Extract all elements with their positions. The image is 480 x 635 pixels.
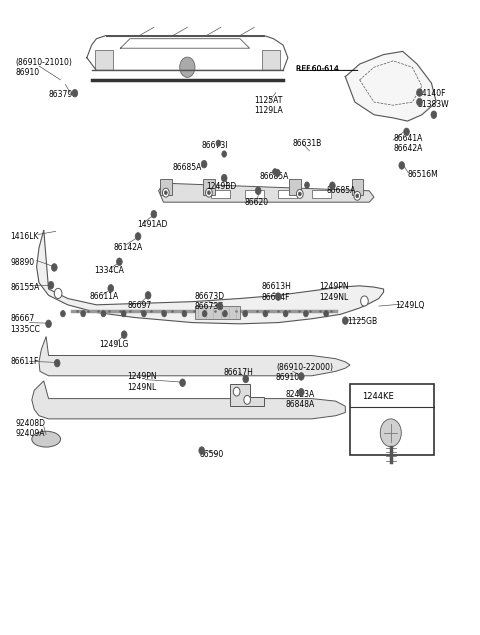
Circle shape [244,396,251,404]
Text: 86685A: 86685A [326,186,356,196]
Text: 86848A: 86848A [286,401,315,410]
Polygon shape [32,381,345,419]
Bar [194,306,240,319]
Circle shape [46,320,51,328]
Text: 86613H
86614F: 86613H 86614F [262,283,291,302]
Circle shape [360,296,368,306]
Text: 98890: 98890 [10,258,35,267]
Circle shape [399,162,405,170]
Circle shape [54,288,62,298]
Circle shape [243,311,248,317]
Bar [289,179,301,195]
Text: 1249PN
1249NL: 1249PN 1249NL [128,373,157,392]
Text: (86910-22000)
86910: (86910-22000) 86910 [276,363,333,382]
Text: 86611A: 86611A [89,292,119,301]
Circle shape [255,187,261,194]
Text: 92408D
92409A: 92408D 92409A [15,418,45,438]
Circle shape [431,111,437,119]
Text: 1334CA: 1334CA [94,266,124,275]
Circle shape [233,387,240,396]
Text: 86631B: 86631B [293,139,322,148]
Circle shape [324,311,328,317]
Text: 86620: 86620 [245,197,269,206]
Circle shape [275,170,280,177]
Text: 1491AD: 1491AD [137,220,168,229]
Circle shape [121,311,126,317]
Circle shape [299,373,304,380]
Circle shape [162,311,167,317]
Text: 86142A: 86142A [113,243,143,252]
Text: 1416LK: 1416LK [10,232,39,241]
Text: 86155A: 86155A [10,283,40,291]
Bar [95,50,113,70]
Circle shape [205,188,212,197]
Circle shape [180,57,195,77]
Text: 86673D
86673E: 86673D 86673E [194,292,225,311]
Circle shape [263,311,268,317]
Circle shape [51,264,57,271]
Circle shape [48,281,54,289]
Circle shape [202,311,207,317]
Circle shape [297,189,303,198]
Bar [351,179,363,195]
Circle shape [60,311,65,317]
Circle shape [305,182,310,188]
Circle shape [54,359,60,367]
Text: 86673I: 86673I [202,141,228,150]
Text: 1249LQ: 1249LQ [396,301,425,310]
Text: 86590: 86590 [199,450,224,460]
Text: (86910-21010)
86910: (86910-21010) 86910 [15,58,72,77]
Text: 86641A
86642A: 86641A 86642A [393,133,422,153]
Circle shape [117,258,122,265]
Circle shape [222,151,227,157]
Circle shape [283,311,288,317]
Circle shape [221,174,227,182]
Circle shape [145,291,151,299]
Circle shape [216,140,221,147]
Circle shape [223,311,228,317]
Text: 86697: 86697 [128,301,152,310]
Text: 1249LG: 1249LG [99,340,128,349]
Circle shape [199,447,204,455]
Text: 86685A: 86685A [173,163,203,172]
Circle shape [342,317,348,324]
Bar [203,179,215,195]
Circle shape [329,182,335,189]
Circle shape [207,190,210,194]
Circle shape [162,188,169,197]
Circle shape [417,98,422,106]
Text: 1125GB: 1125GB [348,317,378,326]
Bar [312,190,331,198]
Circle shape [354,191,360,200]
Text: 86611F: 86611F [10,358,39,366]
Polygon shape [36,230,384,324]
Circle shape [299,192,301,196]
Circle shape [108,284,114,292]
Text: 1244KE: 1244KE [362,392,394,401]
Text: 84140F
31383W: 84140F 31383W [417,89,449,109]
Text: 86379: 86379 [48,90,73,99]
Text: 1249PN
1249NL: 1249PN 1249NL [319,283,348,302]
Circle shape [182,311,187,317]
Text: 86617H: 86617H [223,368,253,377]
Bar [245,190,264,198]
Circle shape [243,375,249,383]
Circle shape [417,89,422,97]
Text: 1125AT
1129LA: 1125AT 1129LA [254,95,283,115]
Circle shape [356,194,359,197]
Circle shape [135,232,141,240]
Circle shape [81,311,85,317]
Text: 86685A: 86685A [259,172,288,182]
Text: 86516M: 86516M [408,170,438,180]
Circle shape [72,90,78,97]
Polygon shape [158,183,374,202]
Text: 86667
1335CC: 86667 1335CC [10,314,40,333]
Circle shape [142,311,146,317]
Bar [211,190,230,198]
Bar [278,190,298,198]
Circle shape [303,311,308,317]
Circle shape [299,389,304,396]
Circle shape [273,169,277,175]
Polygon shape [345,51,436,121]
Ellipse shape [32,431,60,447]
